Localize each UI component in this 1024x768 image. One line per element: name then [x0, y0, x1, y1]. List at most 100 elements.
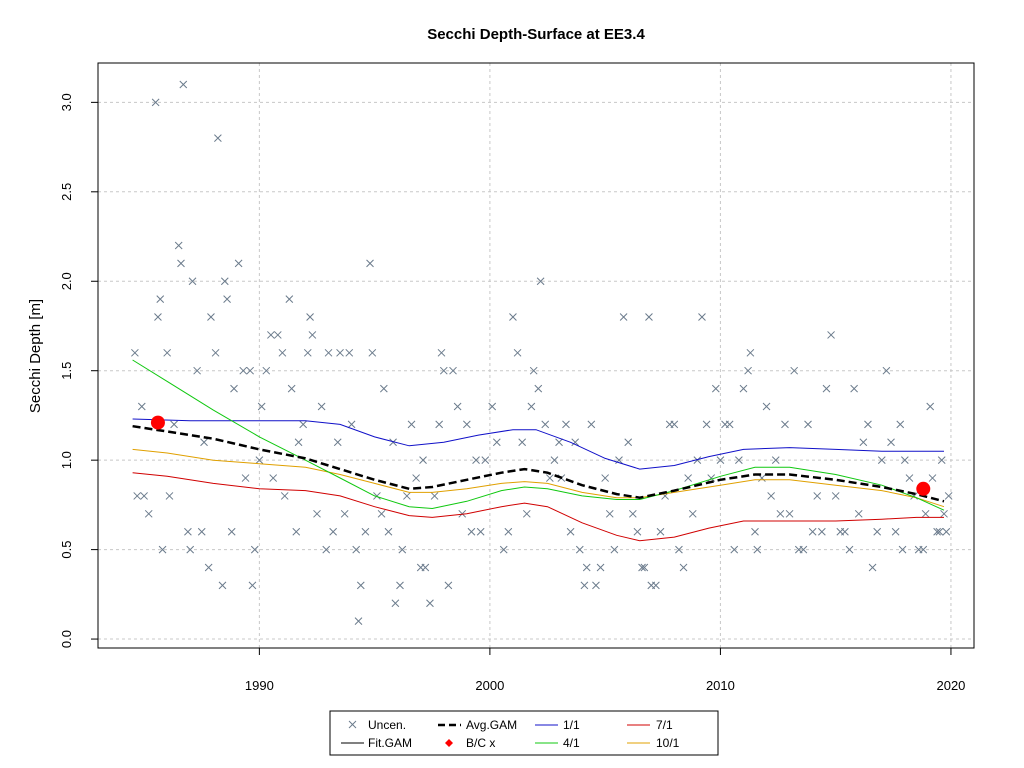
uncen-point [248, 581, 257, 590]
uncen-point [928, 474, 937, 482]
uncen-point [504, 527, 513, 536]
uncen-point [652, 581, 660, 590]
uncen-point [605, 509, 614, 518]
uncen-point [269, 474, 278, 482]
uncen-point [218, 581, 227, 590]
uncen-point [522, 509, 531, 518]
uncen-point [730, 545, 739, 554]
uncen-point [396, 581, 404, 590]
uncen-point [366, 259, 374, 268]
uncen-point [292, 527, 301, 536]
uncen-point [771, 456, 780, 465]
uncen-point [294, 438, 303, 447]
uncen-point [633, 527, 642, 536]
uncen-point [624, 438, 633, 447]
legend-uncen-label: Uncen. [368, 718, 406, 732]
uncen-point [698, 313, 706, 321]
uncen-point [580, 581, 589, 590]
uncen-point [197, 527, 206, 536]
y-axis: 0.0 0.5 1.0 1.5 2.0 2.5 3.0 [59, 93, 98, 648]
uncen-point [186, 545, 195, 554]
uncen-point [921, 509, 930, 518]
uncen-point [536, 277, 545, 286]
y-tick-label: 2.5 [59, 183, 74, 201]
uncen-point [518, 438, 527, 447]
uncen-point [817, 527, 826, 536]
uncen-point [444, 581, 453, 590]
uncen-point [896, 420, 905, 429]
uncen-point [675, 545, 683, 554]
uncen-point [492, 438, 501, 447]
uncen-point [942, 527, 951, 536]
uncen-point [679, 563, 688, 572]
uncen-point [389, 438, 397, 447]
uncen-point [170, 420, 178, 429]
uncen-point [499, 545, 508, 554]
x-tick-label: 2020 [936, 678, 965, 693]
uncen-point [257, 402, 266, 411]
uncen-point [762, 402, 771, 411]
uncen-point [610, 545, 619, 554]
uncen-point [550, 456, 559, 465]
uncen-point [891, 527, 900, 536]
uncen-point [151, 98, 160, 107]
uncen-point [317, 402, 326, 411]
uncen-point [864, 420, 872, 429]
uncen-point [322, 545, 331, 554]
uncen-point [412, 474, 420, 482]
uncen-point [882, 366, 891, 375]
uncen-point [193, 366, 201, 375]
uncen-point [407, 420, 416, 429]
uncen-point [379, 384, 388, 393]
uncen-point [693, 456, 702, 465]
plot-frame [97, 62, 975, 649]
uncen-point [329, 527, 337, 536]
uncen-point [804, 420, 812, 429]
uncen-point [158, 545, 167, 554]
uncen-point [555, 438, 563, 447]
legend-q41-label: 4/1 [563, 736, 580, 750]
uncen-point [287, 384, 296, 393]
avg-gam-line [132, 424, 945, 503]
uncen-point [790, 366, 799, 375]
uncen-point [582, 563, 591, 572]
uncen-point [437, 348, 446, 357]
uncen-point [711, 384, 720, 393]
uncen-point [204, 563, 213, 572]
uncen-point [131, 348, 139, 357]
legend-q11-label: 1/1 [563, 718, 580, 732]
uncen-point [419, 456, 427, 465]
uncen-point [368, 348, 377, 357]
uncen-point [859, 438, 868, 447]
uncen-point [227, 527, 236, 536]
uncen-point [188, 277, 197, 286]
uncen-point [799, 545, 808, 554]
uncen-point [403, 492, 411, 500]
uncen-point [753, 545, 762, 554]
uncen-point [656, 527, 665, 536]
uncen-point [746, 348, 755, 357]
uncen-point [439, 366, 448, 375]
uncen-point [813, 492, 822, 500]
uncen-point [898, 545, 907, 554]
uncen-point [273, 331, 282, 339]
uncen-point [356, 581, 365, 590]
uncen-point [352, 545, 361, 554]
uncen-point [154, 313, 162, 321]
line-1-1 [132, 418, 944, 470]
legend-fit-label: Fit.GAM [368, 736, 412, 750]
uncen-point [845, 545, 854, 554]
uncen-point [430, 492, 439, 500]
uncen-point [601, 474, 610, 482]
uncen-point [822, 384, 831, 393]
y-tick-label: 0.5 [59, 541, 74, 559]
uncen-point [207, 313, 215, 321]
uncen-point [336, 348, 344, 357]
x-tick-label: 2010 [706, 678, 735, 693]
uncen-point [702, 420, 711, 429]
uncen-point [527, 402, 536, 411]
uncen-point [384, 527, 393, 536]
uncen-point [421, 563, 430, 572]
uncen-point [873, 527, 882, 536]
uncen-point [246, 366, 255, 375]
